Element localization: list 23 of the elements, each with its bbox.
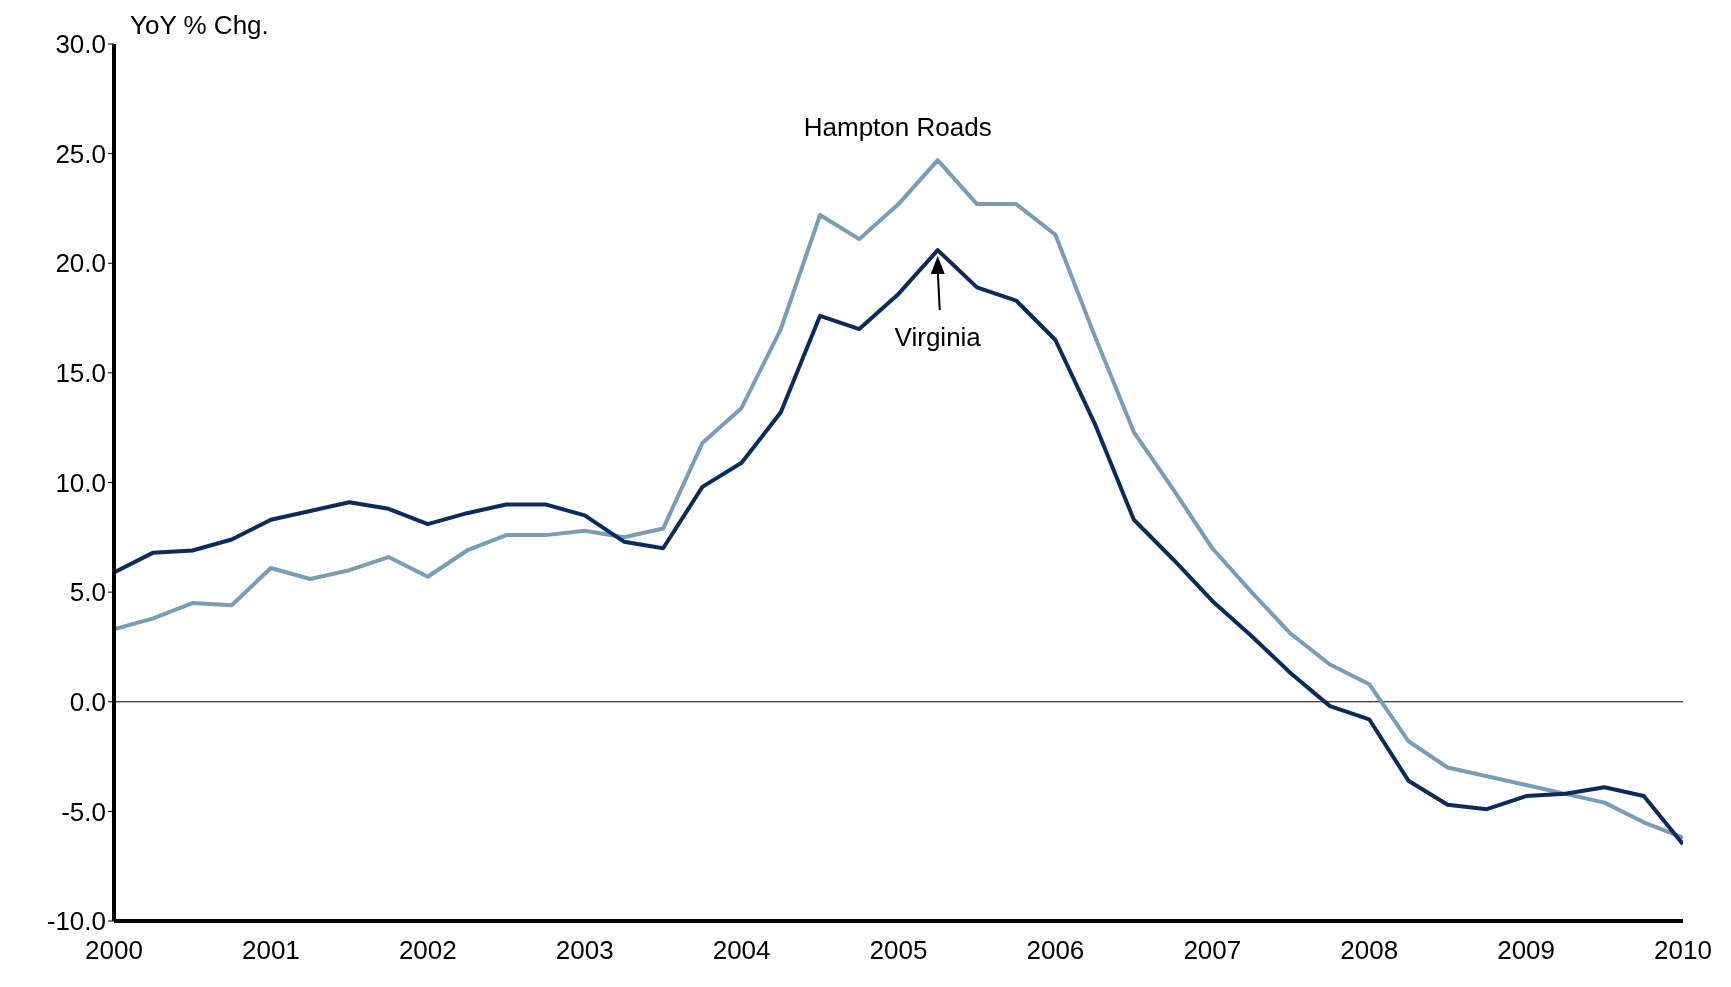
x-tick-label: 2006 (1026, 935, 1085, 966)
x-tick-label: 2000 (85, 935, 143, 966)
x-tick-label: 2002 (398, 935, 457, 966)
y-tick-label: 15.0 (55, 358, 106, 389)
y-tick-label: 5.0 (69, 577, 106, 608)
x-tick-label: 2010 (1654, 935, 1712, 966)
y-tick-label: -5.0 (61, 796, 106, 827)
series-label: Hampton Roads (803, 112, 992, 143)
y-tick-label: 25.0 (55, 138, 106, 169)
x-tick-label: 2008 (1340, 935, 1399, 966)
x-tick-label: 2005 (869, 935, 928, 966)
series-label: Virginia (894, 322, 982, 353)
y-tick-label: 10.0 (55, 467, 106, 498)
x-tick-label: 2004 (712, 935, 771, 966)
x-tick-label: 2009 (1497, 935, 1556, 966)
x-tick-label: 2001 (241, 935, 300, 966)
y-tick-label: 30.0 (55, 29, 106, 60)
y-tick-label: 0.0 (69, 686, 106, 717)
y-tick-label: -10.0 (46, 906, 106, 937)
y-tick-label: 20.0 (55, 248, 106, 279)
x-tick-label: 2003 (555, 935, 614, 966)
x-tick-label: 2007 (1183, 935, 1242, 966)
y-axis-title: YoY % Chg. (130, 10, 269, 40)
